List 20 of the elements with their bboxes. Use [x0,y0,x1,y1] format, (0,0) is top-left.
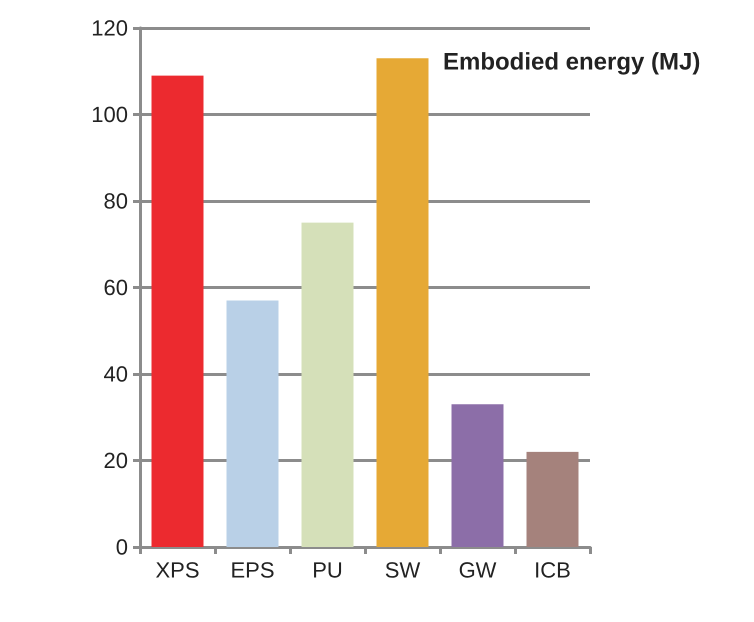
bar [302,222,354,547]
y-tick-label: 80 [104,188,128,214]
x-tick-label: EPS [230,558,275,582]
x-tick-label: XPS [155,558,200,582]
bar [526,452,578,547]
y-tick-label: 120 [91,16,128,40]
bar [152,76,204,547]
y-tick-label: 60 [104,275,128,300]
x-tick-label: ICB [534,558,571,582]
x-tick-label: GW [458,558,497,582]
bar [452,404,504,547]
y-tick-label: 100 [91,102,128,127]
text: Embodied energy (MJ) [443,48,700,76]
bar [376,58,428,547]
x-tick-label: SW [384,558,420,582]
y-tick-label: 40 [104,362,128,386]
y-tick-label: 0 [116,534,128,560]
x-tick-label: PU [312,558,343,582]
bar [226,300,278,547]
y-tick-label: 20 [104,448,128,473]
